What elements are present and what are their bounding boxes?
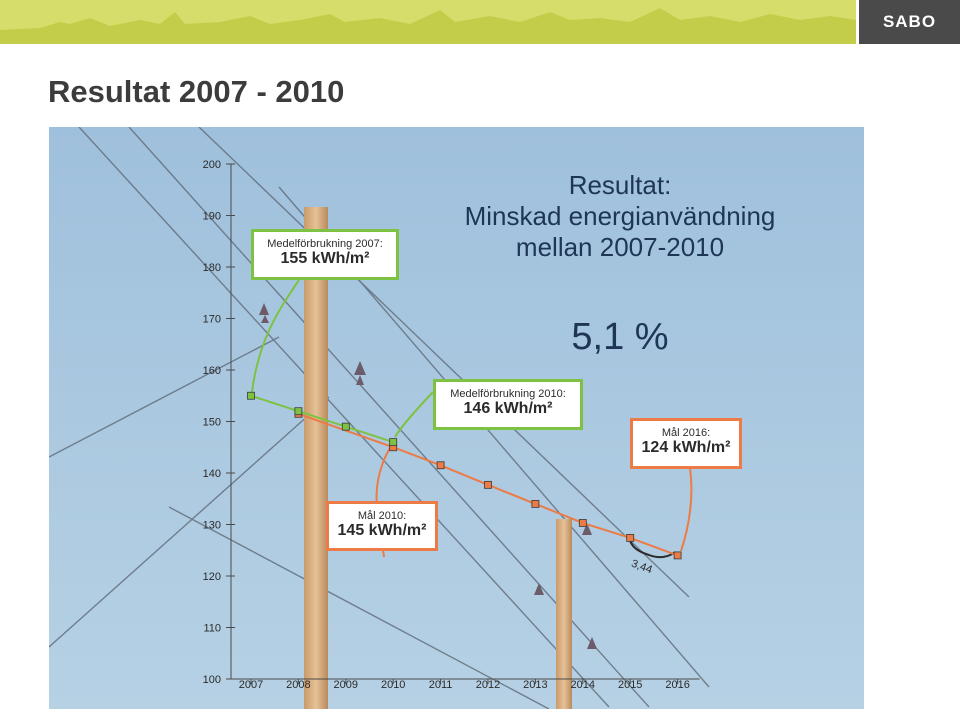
data-point <box>294 407 303 416</box>
data-point <box>436 461 445 470</box>
sabo-logo: SABO <box>859 0 960 44</box>
y-tick-label: 180 <box>203 262 221 274</box>
x-tick-label: 2016 <box>665 679 689 691</box>
y-tick-label: 120 <box>203 571 221 583</box>
headline-line-3: mellan 2007-2010 <box>515 232 725 263</box>
callout-mal-2010-label: Mål 2010: <box>357 510 407 522</box>
callout-mal-2010: Mål 2010: 145 kWh/m² <box>326 501 438 551</box>
utility-pole-large <box>304 207 328 709</box>
callout-medel-2010-label: Medelförbrukning 2010: <box>450 388 566 400</box>
insulators <box>259 303 597 649</box>
callout-mal-2016-label: Mål 2016: <box>661 427 711 439</box>
y-tick-label: 130 <box>203 520 221 532</box>
series-line-0 <box>250 394 394 444</box>
callout-medel-2007-label: Medelförbrukning 2007: <box>267 238 383 250</box>
x-tick-label: 2015 <box>618 679 642 691</box>
x-tick-label: 2007 <box>239 679 263 691</box>
y-tick-label: 190 <box>203 211 221 223</box>
callout-medel-2007: Medelförbrukning 2007: 155 kWh/m² <box>251 229 399 280</box>
y-tick-label: 110 <box>203 623 221 635</box>
gap-bracket <box>628 536 676 559</box>
x-tick-label: 2014 <box>571 679 595 691</box>
y-tick-label: 100 <box>203 674 221 686</box>
y-tick-label: 150 <box>203 417 221 429</box>
series-line-1 <box>298 412 678 557</box>
data-point <box>578 519 587 527</box>
x-tick-label: 2013 <box>523 679 547 691</box>
data-point <box>673 551 682 560</box>
callout-mal-2016: Mål 2016: 124 kWh/m² <box>630 418 742 469</box>
x-tick-label: 2011 <box>429 679 453 691</box>
power-wires <box>49 127 710 709</box>
y-tick-label: 170 <box>203 314 221 326</box>
x-tick-label: 2010 <box>381 679 405 691</box>
connector-medel-2010 <box>394 391 434 438</box>
slide-title: Resultat 2007 - 2010 <box>48 74 345 109</box>
data-point <box>389 438 398 447</box>
reduction-percent: 5,1 % <box>571 316 669 358</box>
result-headline: Resultat: Minskad energianvändning mella… <box>420 170 820 264</box>
connector-medel-2007 <box>251 279 300 393</box>
data-point <box>531 499 540 508</box>
callout-medel-2007-value: 155 kWh/m² <box>280 250 370 267</box>
y-tick-label: 200 <box>203 159 221 171</box>
x-tick-label: 2012 <box>476 679 500 691</box>
data-point <box>341 422 350 431</box>
callout-mal-2010-value: 145 kWh/m² <box>337 522 427 539</box>
headline-line-2: Minskad energianvändning <box>464 201 776 232</box>
utility-pole-small <box>556 519 572 709</box>
callout-medel-2010: Medelförbrukning 2010: 146 kWh/m² <box>433 379 583 430</box>
data-point <box>484 480 492 489</box>
x-tick-label: 2008 <box>286 679 310 691</box>
callout-medel-2010-value: 146 kWh/m² <box>463 400 553 417</box>
headline-line-1: Resultat: <box>568 170 672 200</box>
callout-mal-2016-value: 124 kWh/m² <box>641 439 731 456</box>
y-tick-label: 160 <box>203 365 221 377</box>
town-skyline-banner <box>0 0 856 44</box>
x-tick-label: 2009 <box>334 679 358 691</box>
data-point <box>626 533 635 542</box>
energy-chart: 100 110 120 130 140 150 160 170 180 190 200 2007 200… <box>203 159 700 691</box>
y-tick-label: 140 <box>203 468 221 480</box>
data-point <box>247 391 255 400</box>
connector-mal-2016 <box>680 467 693 552</box>
